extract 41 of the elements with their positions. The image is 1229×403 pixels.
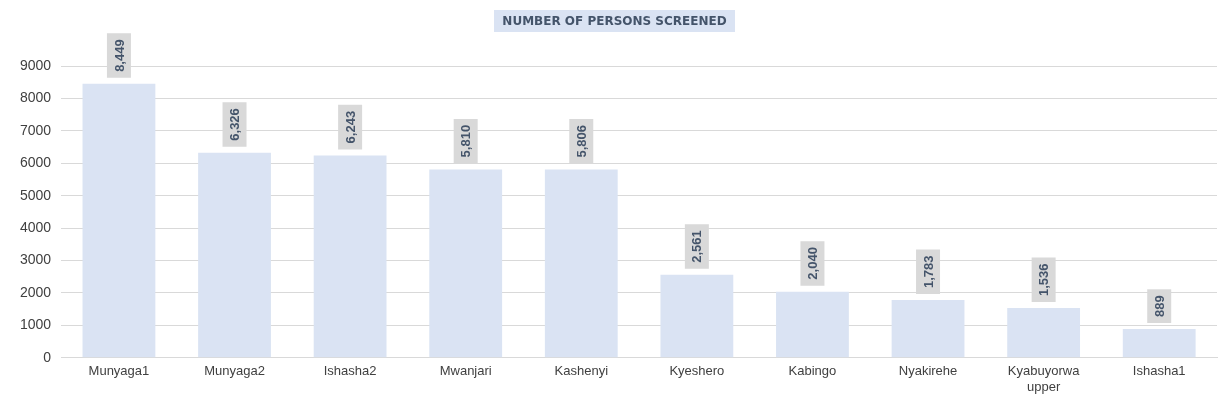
x-tick-label: Munyaga1 xyxy=(88,363,150,379)
data-label: 2,561 xyxy=(689,230,705,263)
y-tick-label: 1000 xyxy=(19,316,52,333)
y-tick-label: 2000 xyxy=(19,283,52,300)
data-label: 8,449 xyxy=(111,39,127,72)
y-tick-label: 7000 xyxy=(19,121,52,138)
x-tick-label: Kyabuyorwa upper xyxy=(1007,363,1081,394)
bar xyxy=(544,169,618,358)
bar xyxy=(1122,328,1196,358)
y-tick-label: 5000 xyxy=(19,186,52,203)
data-label: 5,810 xyxy=(458,124,474,158)
x-tick-label: Kabingo xyxy=(788,363,837,379)
y-tick-label: 9000 xyxy=(19,56,52,73)
y-tick-label: 0 xyxy=(43,348,52,365)
x-tick-label: Ishasha1 xyxy=(1132,363,1186,379)
x-tick-label: Munyaga2 xyxy=(204,363,265,379)
data-label: 1,783 xyxy=(920,255,936,288)
bar xyxy=(198,152,271,358)
bar xyxy=(1007,308,1081,358)
x-tick-label: Nyakirehe xyxy=(898,363,958,379)
x-tick-label: Kyeshero xyxy=(669,363,725,379)
bar xyxy=(891,299,965,358)
chart-title: NUMBER OF PERSONS SCREENED xyxy=(494,10,735,32)
bar xyxy=(776,291,849,358)
data-label: 6,326 xyxy=(227,108,243,141)
x-tick-label: Mwanjari xyxy=(439,363,492,379)
bar xyxy=(313,155,387,358)
data-label: 6,243 xyxy=(342,110,358,144)
data-label: 2,040 xyxy=(805,247,821,280)
bar xyxy=(429,169,503,358)
x-tick-label: Kashenyi xyxy=(554,363,609,379)
data-label: 5,806 xyxy=(573,125,589,158)
y-tick-label: 8000 xyxy=(19,89,52,106)
y-tick-label: 6000 xyxy=(19,154,52,171)
data-label: 1,536 xyxy=(1036,263,1052,297)
bar xyxy=(660,274,734,358)
bar xyxy=(82,83,156,358)
x-tick-label: Ishasha2 xyxy=(323,363,377,379)
data-label: 889 xyxy=(1151,295,1167,317)
y-tick-label: 3000 xyxy=(19,251,52,268)
y-tick-label: 4000 xyxy=(19,218,52,235)
